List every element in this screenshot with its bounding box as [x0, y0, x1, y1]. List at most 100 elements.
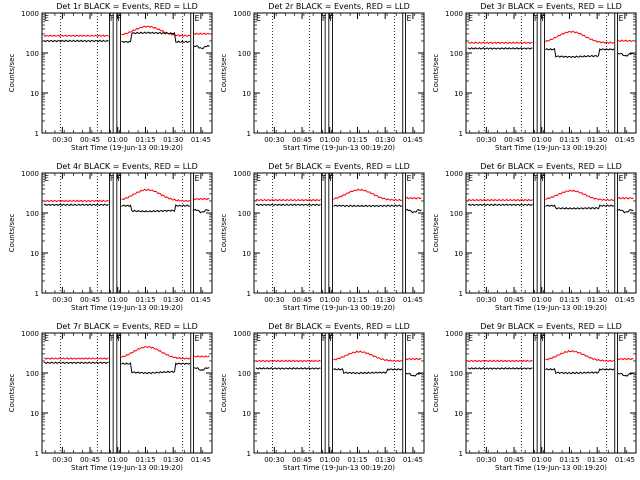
plot-frame: [465, 332, 637, 454]
x-tick-label: 00:30: [52, 296, 72, 304]
lld-series-line: [467, 349, 634, 363]
marker-label: F: [110, 174, 115, 183]
x-tick-label: 01:30: [375, 296, 395, 304]
marker-label: E: [256, 14, 261, 23]
x-axis-label: Start Time (19-Jun-13 00:19:20): [71, 144, 183, 152]
marker-label: E: [618, 14, 623, 23]
x-axis-label: Start Time (19-Jun-13 00:19:20): [283, 144, 395, 152]
panel-det-9: Det 9r BLACK = Events, RED = LLD Counts/s…: [432, 322, 637, 472]
x-tick-label: 01:45: [615, 456, 635, 464]
lld-series-line: [43, 25, 210, 38]
y-tick-label: 100: [238, 50, 251, 58]
marker-label: F: [117, 14, 122, 23]
y-tick-label: 10: [242, 410, 251, 418]
x-tick-label: 00:45: [292, 456, 312, 464]
x-tick-label: 01:00: [532, 136, 552, 144]
lld-series-line: [467, 189, 634, 202]
marker-label: F: [322, 174, 327, 183]
y-tick-label: 1000: [445, 170, 463, 178]
y-tick-label: 1000: [445, 10, 463, 18]
marker-label: F: [117, 334, 122, 343]
y-tick-label: 100: [26, 50, 39, 58]
marker-label: E: [468, 174, 473, 183]
y-tick-label: 10: [30, 410, 39, 418]
events-series-line: [467, 367, 634, 377]
marker-label: E: [406, 14, 411, 23]
x-tick-label: 01:45: [615, 136, 635, 144]
y-axis-label: Counts/sec: [8, 214, 16, 253]
y-axis-label: Counts/sec: [432, 374, 440, 413]
y-tick-label: 10: [242, 250, 251, 258]
marker-label: E: [406, 334, 411, 343]
x-tick-label: 01:30: [163, 456, 183, 464]
x-tick-label: 01:00: [320, 456, 340, 464]
plot-frame: [41, 172, 213, 294]
x-tick-label: 01:00: [532, 456, 552, 464]
plot-frame: [253, 332, 425, 454]
marker-label: E: [406, 174, 411, 183]
panel-det-8: Det 8r BLACK = Events, RED = LLD Counts/s…: [220, 322, 425, 472]
y-tick-label: 1: [247, 290, 251, 298]
x-tick-label: 00:45: [292, 296, 312, 304]
panel-title: Det 1r BLACK = Events, RED = LLD: [56, 2, 198, 11]
y-tick-label: 100: [26, 370, 39, 378]
y-tick-label: 100: [450, 370, 463, 378]
x-tick-label: 00:30: [52, 456, 72, 464]
x-tick-label: 01:15: [559, 136, 579, 144]
x-tick-label: 01:45: [191, 296, 211, 304]
x-tick-label: 00:30: [476, 136, 496, 144]
x-tick-label: 01:15: [559, 296, 579, 304]
marker-label: F: [110, 14, 115, 23]
x-axis-label: Start Time (19-Jun-13 00:19:20): [71, 304, 183, 312]
x-tick-label: 00:45: [292, 136, 312, 144]
plot-frame: [465, 12, 637, 134]
y-tick-label: 1: [35, 290, 39, 298]
x-axis-label: Start Time (19-Jun-13 00:19:20): [495, 304, 607, 312]
y-tick-label: 100: [238, 370, 251, 378]
x-tick-label: 01:15: [347, 136, 367, 144]
marker-label: F: [541, 14, 546, 23]
marker-label: E: [468, 334, 473, 343]
panel-det-5: Det 5r BLACK = Events, RED = LLD Counts/s…: [220, 162, 425, 312]
x-tick-label: 01:30: [375, 136, 395, 144]
marker-label: E: [44, 174, 49, 183]
x-tick-label: 01:45: [403, 296, 423, 304]
marker-label: F: [541, 174, 546, 183]
y-tick-label: 10: [454, 410, 463, 418]
y-tick-label: 1000: [233, 170, 251, 178]
marker-label: E: [194, 14, 199, 23]
plot-frame: [253, 12, 425, 134]
x-tick-label: 01:45: [191, 456, 211, 464]
panel-title: Det 7r BLACK = Events, RED = LLD: [56, 322, 198, 331]
x-tick-label: 01:30: [587, 136, 607, 144]
marker-label: F: [534, 334, 539, 343]
y-tick-label: 10: [454, 90, 463, 98]
plot-frame: [253, 172, 425, 294]
marker-label: E: [256, 334, 261, 343]
marker-label: E: [194, 174, 199, 183]
marker-label: F: [117, 174, 122, 183]
marker-label: F: [322, 14, 327, 23]
events-series-line: [467, 47, 634, 59]
marker-label: E: [256, 174, 261, 183]
panel-title: Det 8r BLACK = Events, RED = LLD: [268, 322, 410, 331]
x-tick-label: 01:00: [108, 136, 128, 144]
marker-label: E: [468, 14, 473, 23]
x-tick-label: 00:30: [264, 296, 284, 304]
marker-label: F: [534, 174, 539, 183]
x-tick-label: 01:45: [191, 136, 211, 144]
marker-label: F: [541, 334, 546, 343]
x-tick-label: 01:00: [108, 456, 128, 464]
panel-title: Det 4r BLACK = Events, RED = LLD: [56, 162, 198, 171]
x-tick-label: 00:45: [80, 136, 100, 144]
marker-label: E: [618, 334, 623, 343]
marker-label: E: [44, 14, 49, 23]
x-tick-label: 01:30: [587, 456, 607, 464]
y-tick-label: 100: [450, 50, 463, 58]
y-tick-label: 1: [459, 290, 463, 298]
x-tick-label: 01:45: [403, 456, 423, 464]
x-tick-label: 00:30: [52, 136, 72, 144]
events-series-line: [43, 203, 210, 214]
marker-label: E: [618, 174, 623, 183]
